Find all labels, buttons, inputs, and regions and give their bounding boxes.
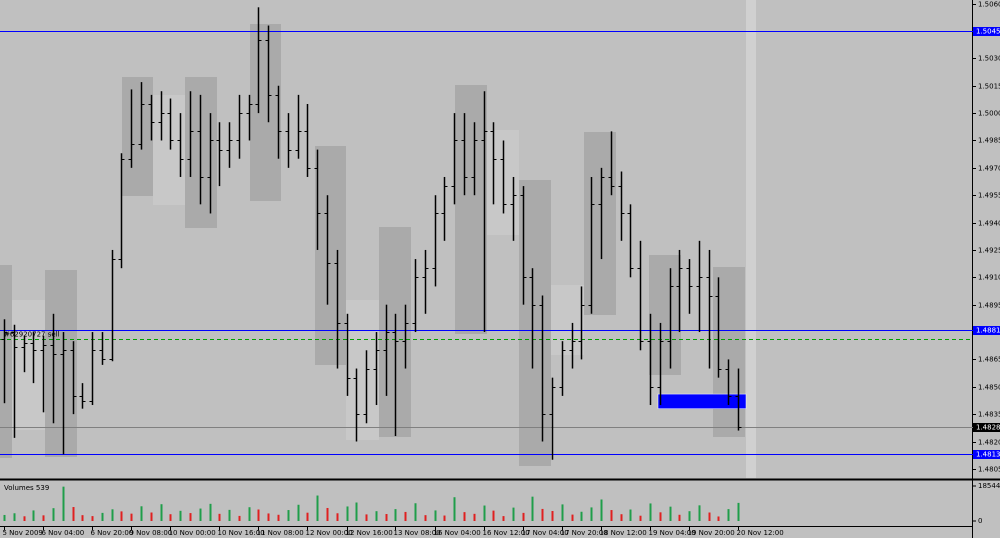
- y-tick-label: 1.4955: [978, 192, 1000, 200]
- y-tick-label: 1.4910: [978, 274, 1000, 282]
- x-tick-label: 6 Nov 04:00: [42, 529, 85, 537]
- level-tag-label: 1.4828: [976, 424, 1000, 432]
- y-tick-label: 1.5000: [978, 110, 1000, 118]
- level-tag: [973, 326, 1000, 335]
- y-tick-label: 1.4850: [978, 384, 1000, 392]
- y-tick-label: 1.5030: [978, 55, 1000, 63]
- y-tick-label: 1.5060: [978, 1, 1000, 9]
- y-tick-label: 1.4925: [978, 247, 1000, 255]
- x-tick-label: 9 Nov 08:00: [130, 529, 173, 537]
- rectangle-object: [657, 393, 747, 409]
- period-box: [455, 85, 487, 334]
- period-box: [551, 285, 584, 355]
- period-box: [250, 24, 281, 201]
- period-box: [584, 132, 616, 315]
- x-tick-label: 10 Nov 16:00: [218, 529, 265, 537]
- order-label: #62920727 sell: [4, 331, 60, 339]
- x-tick-label: 17 Nov 20:00: [561, 529, 608, 537]
- x-tick-label: 19 Nov 04:00: [649, 529, 696, 537]
- y2-tick-label: 18544: [978, 482, 1000, 490]
- period-box: [315, 146, 346, 365]
- period-box: [45, 270, 77, 457]
- y2-tick-label: 0: [978, 517, 982, 525]
- period-box: [12, 300, 45, 430]
- x-tick-label: 13 Nov 08:00: [394, 529, 441, 537]
- level-tag: [973, 423, 1000, 432]
- x-tick-label: 12 Nov 00:00: [306, 529, 353, 537]
- level-tag-label: 1.4881: [976, 327, 1000, 335]
- y-tick-label: 1.4820: [978, 439, 1000, 447]
- y-tick-label: 1.5015: [978, 83, 1000, 91]
- x-tick-label: 16 Nov 04:00: [434, 529, 481, 537]
- level-tag-label: 1.4813: [976, 451, 1000, 459]
- period-box: [519, 180, 551, 466]
- x-tick-label: 12 Nov 16:00: [346, 529, 393, 537]
- y-tick-label: 1.4970: [978, 165, 1000, 173]
- period-box: [649, 255, 681, 375]
- x-tick-label: 6 Nov 20:00: [91, 529, 134, 537]
- y-tick-label: 1.4805: [978, 466, 1000, 474]
- level-tag: [973, 27, 1000, 36]
- shift-strip: [746, 0, 756, 478]
- x-tick-label: 10 Nov 00:00: [169, 529, 216, 537]
- y-tick-label: 1.4865: [978, 356, 1000, 364]
- x-tick-label: 19 Nov 20:00: [688, 529, 735, 537]
- y-tick-label: 1.4940: [978, 220, 1000, 228]
- x-tick-label: 16 Nov 12:00: [483, 529, 530, 537]
- x-tick-label: 18 Nov 12:00: [600, 529, 647, 537]
- x-tick-label: 20 Nov 12:00: [737, 529, 784, 537]
- x-tick-label: 17 Nov 04:00: [522, 529, 569, 537]
- x-tick-label: 5 Nov 2009: [3, 529, 43, 537]
- volume-title: Volumes 539: [4, 484, 49, 492]
- level-tag-label: 1.5045: [976, 28, 1000, 36]
- y-tick-label: 1.4835: [978, 411, 1000, 419]
- y-tick-label: 1.4895: [978, 302, 1000, 310]
- level-tag: [973, 450, 1000, 459]
- x-tick-label: 11 Nov 08:00: [257, 529, 304, 537]
- period-box: [0, 265, 12, 458]
- y-tick-label: 1.4985: [978, 137, 1000, 145]
- period-box: [122, 77, 153, 196]
